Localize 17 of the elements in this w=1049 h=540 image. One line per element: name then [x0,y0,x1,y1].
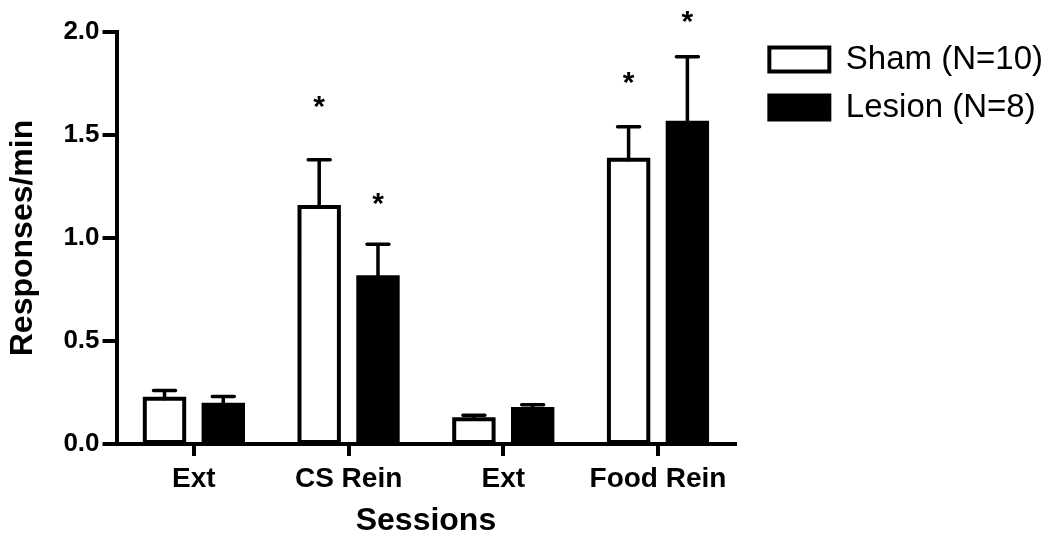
annotation: * [681,3,694,37]
x-tick-label: Ext [172,461,216,493]
annotation: * [622,65,635,99]
annotation: * [372,186,385,220]
y-tick-label: 1.0 [63,221,100,252]
y-axis-title: Responses/min [3,119,40,357]
y-tick-label: 1.5 [63,118,100,149]
x-tick-label: Food Rein [589,461,727,493]
legend-label: Lesion (N=8) [845,86,1036,124]
annotation: * [313,88,326,122]
x-tick-label: Ext [481,461,526,493]
legend-label: Sham (N=10) [845,38,1044,76]
y-tick-label: 0.0 [63,427,100,458]
y-tick-label: 0.5 [63,324,100,355]
x-tick-label: CS Rein [294,461,403,493]
x-axis-title: Sessions [355,500,497,537]
y-tick-label: 2.0 [63,15,100,46]
